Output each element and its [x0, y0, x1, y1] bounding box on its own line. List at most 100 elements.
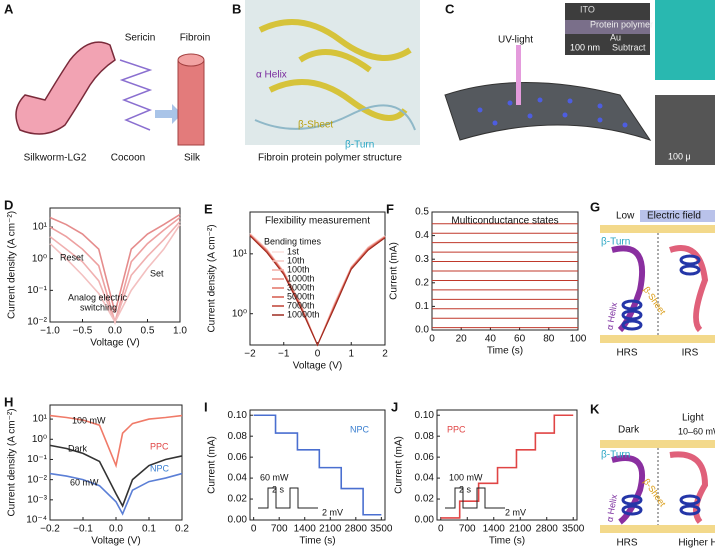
legend-label: 1000th	[287, 273, 315, 283]
label: HRS	[616, 538, 637, 549]
x-tick-label: 0.2	[175, 524, 189, 535]
y-axis-label: Current density (A cm⁻²)	[7, 211, 18, 319]
helix	[621, 254, 701, 331]
chart: J 0 700 1400 2100 2800 3500 0.00 0.02 0.04 0.06 0.0…	[391, 399, 585, 546]
label: β-Turn	[345, 140, 374, 151]
helix-turn	[679, 264, 701, 276]
chart: D −1.0 −0.5 0.0 0.5 1.0 10⁻² 10⁻¹ 10⁰ 10¹ Voltage …	[4, 197, 187, 348]
series-line	[249, 232, 386, 347]
panel-label: G	[590, 199, 600, 214]
series-line	[49, 472, 183, 516]
y-tick-label: 0.00	[415, 515, 435, 526]
y-tick-label: 10¹	[33, 222, 48, 233]
x-tick-label: 20	[456, 334, 468, 345]
series-line	[249, 234, 386, 347]
x-tick-label: 1400	[294, 524, 317, 535]
label: Low	[616, 211, 635, 222]
chart-title: Multiconductance states	[451, 216, 558, 227]
series-line	[249, 232, 386, 347]
electrode	[600, 440, 715, 448]
y-tick-label: 0.00	[228, 515, 248, 526]
legend-label: 3000th	[287, 282, 315, 292]
inset-label: 60 mW	[260, 472, 289, 482]
electrode-dots	[477, 97, 628, 128]
series-line	[49, 213, 181, 313]
y-tick-label: 0.08	[228, 431, 248, 442]
chart: I 0 700 1400 2100 2800 3500 0.00 0.02 0.04 0.06 0.0…	[204, 399, 393, 546]
y-tick-label: 0.04	[415, 473, 435, 484]
x-tick-label: 0.0	[109, 524, 123, 535]
scale-bar-label: 100 nm	[570, 42, 600, 52]
x-axis-label: Voltage (V)	[91, 536, 140, 547]
chart: F 0 20 40 60 80 100 0.0 0.1 0.2 0.3 0.4 0.5 Time (s) C…	[386, 201, 587, 356]
panel-label: J	[391, 399, 398, 414]
series-line	[49, 414, 183, 469]
label: ITO	[580, 4, 595, 14]
label: β-Sheet	[298, 120, 333, 131]
y-axis-label: Current (mA)	[207, 436, 218, 494]
inset-label: 2 s	[272, 484, 285, 494]
label: 10–60 mW	[678, 426, 715, 436]
inset-label: 2 mV	[322, 507, 343, 517]
label: Higher HRS	[678, 538, 715, 549]
inset-label: 2 mV	[505, 507, 526, 517]
protein-strand	[611, 455, 646, 525]
x-tick-label: 80	[543, 334, 555, 345]
arrow	[155, 104, 182, 124]
y-tick-label: 0.02	[415, 494, 435, 505]
inset-label: 2 s	[459, 484, 472, 494]
panel-a: A Sericin Fibroin Silkworm-LG2 Cocoon Si…	[4, 1, 210, 163]
y-tick-label: 0.1	[415, 301, 429, 312]
panel-label: H	[4, 394, 13, 409]
electrode	[600, 225, 715, 233]
helix-turn	[679, 494, 701, 506]
dot	[477, 107, 483, 113]
chart: H −0.2 −0.1 0.0 0.1 0.2 10⁻⁴ 10⁻³ 10⁻² 10⁻¹ 10⁰ 10¹…	[4, 394, 189, 546]
electrode	[600, 335, 715, 343]
dot	[507, 100, 513, 106]
plot-frame	[249, 211, 386, 346]
dot	[562, 112, 568, 118]
x-tick-label: 1	[348, 349, 354, 360]
label: Silk	[184, 153, 201, 164]
panel-label: A	[4, 1, 14, 16]
x-tick-label: 700	[459, 524, 476, 535]
dot	[597, 103, 603, 109]
y-axis-label: Current density (A cm⁻²)	[207, 224, 218, 332]
label: β-Turn	[601, 237, 630, 248]
y-tick-label: 10⁰	[32, 253, 47, 264]
legend-label: 1st	[287, 246, 300, 256]
x-axis-label: Time (s)	[299, 536, 335, 547]
label: α Helix	[256, 70, 287, 81]
helix-turn	[679, 504, 701, 516]
label: Au	[610, 32, 621, 42]
label: IRS	[682, 348, 699, 359]
y-axis-label: Current density (A cm⁻²)	[7, 408, 18, 516]
label: Subtract	[612, 42, 646, 52]
panel-label: D	[4, 197, 13, 212]
label: Dark	[618, 425, 640, 436]
helix-turn	[679, 254, 701, 266]
electrode	[600, 525, 715, 533]
y-tick-label: 10⁻¹	[27, 285, 47, 296]
label: Light	[682, 413, 704, 424]
scale-bar-label: 100 μ	[668, 151, 691, 161]
annotation: PPC	[447, 424, 466, 434]
uv-beam	[516, 45, 521, 105]
annotation: Dark	[68, 443, 88, 453]
legend-label: 10000th	[287, 309, 320, 319]
y-tick-label: 0.0	[415, 325, 429, 336]
x-axis-label: Voltage (V)	[90, 338, 139, 349]
field-arrow	[640, 210, 715, 222]
label: β-Sheet	[641, 477, 668, 509]
panel-g: G Low Electric field β-Turn β-Sheet α He…	[590, 199, 715, 359]
x-axis-label: Time (s)	[487, 346, 523, 357]
y-tick-label: 0.06	[228, 452, 248, 463]
x-tick-label: −0.2	[40, 524, 60, 535]
helix-turn	[621, 494, 643, 506]
helix-turn	[621, 299, 643, 311]
panel-label: E	[204, 201, 213, 216]
x-tick-label: 2800	[536, 524, 559, 535]
panel-c: C UV-light ITO Protein polymer Au Subtra…	[444, 0, 715, 165]
